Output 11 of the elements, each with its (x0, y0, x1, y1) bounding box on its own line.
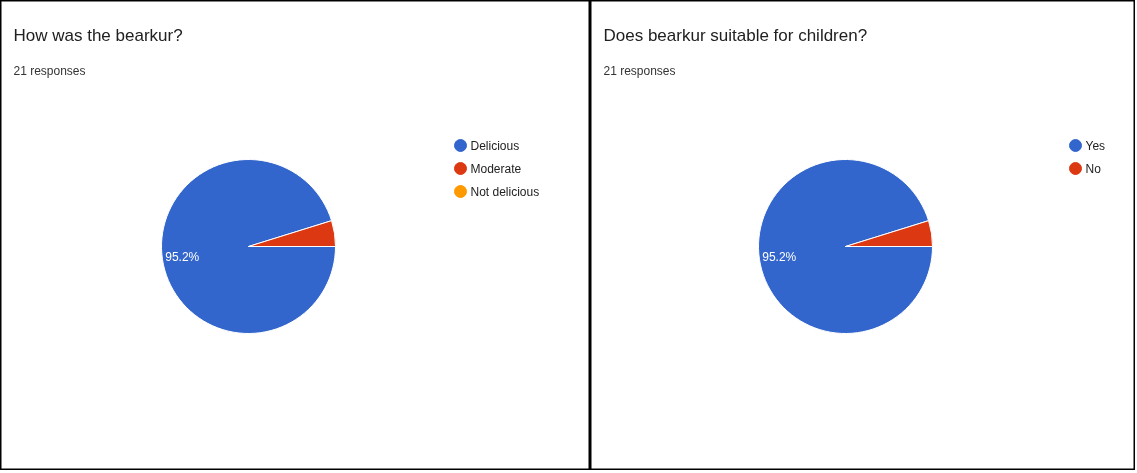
legend-label: Not delicious (470, 184, 540, 199)
legend-label: No (1085, 161, 1102, 176)
legend-label: Delicious (470, 138, 520, 153)
data-label: 95.2% (165, 249, 200, 264)
legend-label: Moderate (470, 161, 522, 176)
text: 21 responses (13, 63, 86, 78)
data-label: 95.2% (762, 249, 797, 264)
legend-label: Yes (1085, 138, 1106, 153)
text: 21 responses (603, 63, 676, 78)
chart-title: Does bearkur suitable for children? (603, 26, 868, 45)
chart-title: How was the bearkur? (13, 26, 183, 45)
